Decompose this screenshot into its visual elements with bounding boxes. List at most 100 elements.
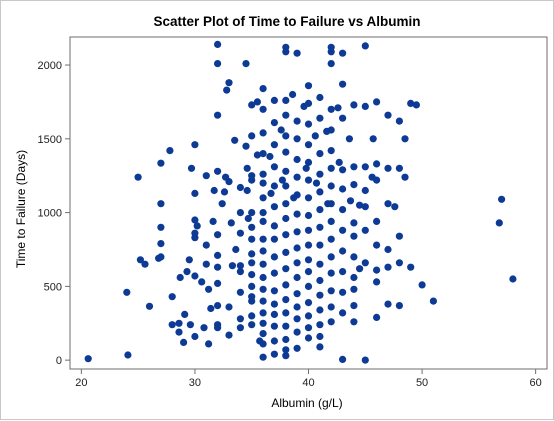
data-point bbox=[304, 158, 313, 166]
data-point bbox=[282, 182, 290, 190]
data-point bbox=[193, 222, 201, 230]
data-point bbox=[202, 260, 210, 268]
data-point bbox=[316, 276, 324, 285]
data-point bbox=[316, 114, 324, 122]
data-point bbox=[327, 126, 335, 134]
data-point bbox=[198, 278, 206, 286]
data-point bbox=[248, 101, 256, 109]
y-tick-label: 1000 bbox=[38, 208, 62, 220]
data-point bbox=[123, 288, 131, 296]
data-point bbox=[236, 288, 244, 296]
x-tick-label: 40 bbox=[302, 377, 314, 389]
data-point bbox=[282, 335, 290, 344]
data-point bbox=[361, 42, 369, 50]
data-point bbox=[248, 250, 256, 258]
x-tick-label: 50 bbox=[416, 377, 428, 389]
data-point bbox=[242, 142, 250, 150]
data-point bbox=[282, 167, 290, 175]
data-point bbox=[304, 268, 313, 276]
data-point bbox=[259, 353, 267, 361]
data-point bbox=[304, 256, 313, 264]
data-point bbox=[191, 272, 199, 280]
data-point bbox=[227, 219, 235, 227]
data-point bbox=[259, 209, 267, 217]
data-point bbox=[187, 164, 196, 172]
data-point bbox=[214, 167, 222, 175]
data-point bbox=[259, 105, 267, 113]
data-point bbox=[236, 183, 244, 192]
data-point bbox=[270, 337, 278, 345]
data-point bbox=[214, 231, 222, 239]
data-point bbox=[356, 265, 364, 273]
data-point bbox=[407, 263, 415, 271]
data-point bbox=[214, 111, 222, 119]
data-point bbox=[200, 324, 208, 332]
data-point bbox=[316, 93, 324, 102]
data-point bbox=[282, 96, 290, 104]
data-point bbox=[293, 344, 301, 352]
data-point bbox=[339, 114, 347, 122]
data-point bbox=[327, 217, 335, 225]
data-point bbox=[225, 331, 233, 339]
data-point bbox=[282, 248, 290, 256]
data-point bbox=[259, 179, 267, 187]
data-points bbox=[84, 40, 517, 364]
data-point bbox=[373, 160, 381, 168]
data-point bbox=[214, 302, 222, 310]
data-point bbox=[157, 159, 165, 167]
data-point bbox=[293, 191, 301, 199]
data-point bbox=[266, 152, 274, 161]
data-point bbox=[180, 338, 188, 346]
data-point bbox=[225, 178, 233, 186]
data-point bbox=[270, 253, 278, 261]
data-point bbox=[345, 135, 353, 143]
data-point bbox=[84, 355, 92, 363]
data-point bbox=[225, 79, 233, 87]
data-point bbox=[327, 303, 335, 311]
data-point bbox=[327, 60, 335, 68]
data-point bbox=[282, 148, 290, 156]
data-point bbox=[277, 126, 285, 134]
data-point bbox=[236, 268, 244, 276]
data-point bbox=[498, 195, 506, 203]
y-tick-label: 500 bbox=[44, 281, 62, 293]
y-tick-label: 2000 bbox=[38, 60, 62, 72]
data-point bbox=[312, 179, 321, 187]
data-point bbox=[304, 82, 313, 90]
data-point bbox=[384, 111, 392, 119]
data-point bbox=[304, 299, 313, 307]
data-point bbox=[259, 247, 267, 255]
data-point bbox=[231, 136, 239, 144]
data-point bbox=[214, 263, 222, 271]
data-point bbox=[282, 309, 290, 317]
data-point bbox=[282, 132, 290, 140]
data-point bbox=[270, 222, 278, 230]
data-point bbox=[327, 235, 335, 243]
data-point bbox=[361, 356, 369, 364]
data-point bbox=[327, 147, 335, 155]
data-point bbox=[373, 278, 381, 286]
data-point bbox=[214, 251, 222, 259]
data-point bbox=[316, 306, 324, 314]
data-point bbox=[244, 214, 252, 223]
data-point bbox=[225, 303, 233, 311]
data-point bbox=[316, 170, 324, 178]
data-point bbox=[311, 132, 319, 140]
data-point bbox=[248, 282, 256, 290]
data-point bbox=[304, 324, 313, 332]
data-point bbox=[259, 194, 267, 202]
data-point bbox=[209, 217, 217, 225]
x-axis-label: Albumin (g/L) bbox=[271, 396, 342, 410]
data-point bbox=[316, 206, 324, 214]
data-point bbox=[248, 209, 256, 217]
data-point bbox=[407, 99, 415, 107]
data-point bbox=[191, 216, 199, 224]
data-point bbox=[346, 197, 355, 205]
data-point bbox=[218, 200, 226, 208]
data-point bbox=[270, 310, 278, 318]
data-point bbox=[253, 151, 261, 159]
data-point bbox=[293, 259, 301, 267]
data-point bbox=[316, 343, 324, 351]
data-point bbox=[236, 209, 244, 217]
data-point bbox=[304, 176, 313, 184]
